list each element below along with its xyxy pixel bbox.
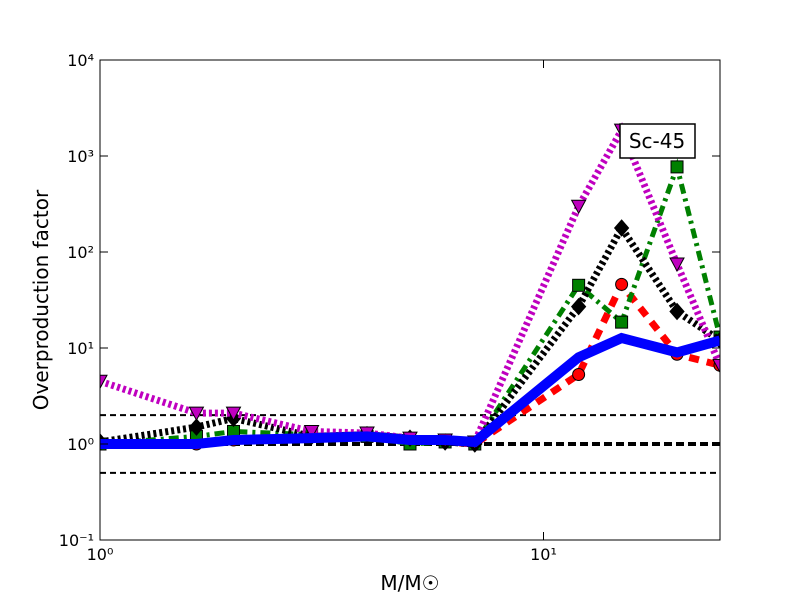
- marker: [613, 219, 630, 237]
- marker: [669, 257, 685, 273]
- series-line: [100, 158, 720, 447]
- plot-area: [100, 122, 720, 474]
- y-tick-label: 10⁰: [67, 435, 94, 454]
- y-axis-label: Overproduction factor: [29, 189, 53, 410]
- marker: [615, 315, 629, 329]
- y-tick-label: 10⁻¹: [59, 531, 94, 550]
- marker: [570, 199, 587, 215]
- marker: [225, 406, 242, 422]
- y-tick-label: 10²: [67, 243, 94, 262]
- marker: [303, 424, 320, 440]
- y-tick-label: 10⁴: [67, 51, 94, 70]
- axes-frame: [99, 59, 721, 541]
- marker: [570, 297, 587, 316]
- marker: [188, 418, 205, 436]
- marker: [188, 406, 205, 422]
- series-line: [100, 332, 720, 449]
- y-tick-label: 10¹: [67, 339, 94, 358]
- x-axis-label: M/M☉: [380, 571, 439, 595]
- annotation-box: [619, 123, 696, 159]
- y-tick-label: 10³: [67, 147, 94, 166]
- annotation: Sc-45: [629, 129, 685, 153]
- marker: [669, 302, 685, 321]
- marker: [572, 367, 586, 381]
- marker: [615, 277, 629, 291]
- marker: [572, 278, 586, 292]
- x-tick-label: 10⁰: [87, 545, 114, 564]
- marker: [712, 358, 720, 374]
- marker: [100, 374, 108, 390]
- x-tick-label: 10¹: [530, 545, 557, 564]
- marker: [670, 160, 684, 174]
